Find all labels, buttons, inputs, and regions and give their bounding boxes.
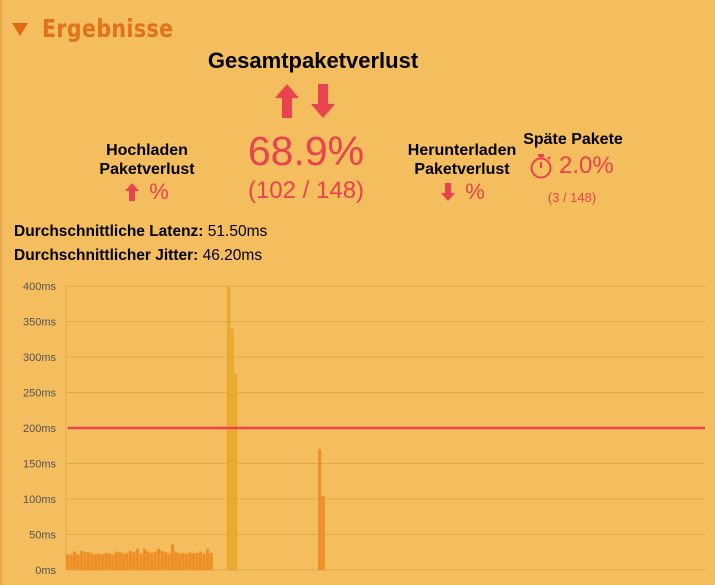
latency-bar: [153, 551, 157, 570]
y-tick-label: 150ms: [23, 459, 57, 471]
latency-bar: [69, 554, 73, 570]
latency-bar: [97, 553, 101, 570]
latency-bar: [101, 554, 105, 570]
total-loss-count: (102 / 148): [247, 177, 365, 204]
download-loss-label: Herunterladen Paketverlust: [407, 142, 517, 178]
latency-bar: [318, 449, 322, 570]
up-down-arrows-icon: [275, 84, 335, 118]
latency-bar: [167, 553, 171, 570]
latency-bar: [139, 553, 143, 570]
upload-loss-value: %: [97, 179, 197, 205]
latency-bar: [76, 554, 80, 570]
latency-bar: [122, 553, 126, 570]
y-tick-label: 250ms: [23, 388, 57, 400]
latency-bar: [143, 548, 147, 570]
latency-bar: [118, 552, 122, 570]
latency-bar: [80, 550, 84, 570]
latency-bar: [321, 496, 325, 570]
average-jitter: Durchschnittlicher Jitter: 46.20ms: [14, 247, 263, 264]
arrow-down-icon: [311, 84, 335, 118]
arrow-up-icon: [275, 84, 299, 118]
stopwatch-icon: [530, 154, 552, 179]
latency-bar: [206, 548, 210, 570]
y-tick-label: 200ms: [23, 423, 57, 435]
latency-bar: [73, 551, 77, 570]
y-tick-label: 50ms: [29, 530, 56, 542]
latency-bar: [83, 552, 87, 570]
late-packets-count: (3 / 148): [547, 190, 597, 205]
total-loss-percent: 68.9%: [247, 128, 365, 174]
latency-bar: [164, 552, 168, 570]
arrow-down-icon: [441, 183, 456, 201]
arrow-up-icon: [125, 183, 140, 201]
y-tick-label: 400ms: [23, 281, 57, 293]
latency-bar: [195, 552, 199, 570]
latency-bar: [125, 552, 129, 570]
upload-loss-label: Hochladen Paketverlust: [99, 142, 195, 178]
latency-bar: [66, 554, 70, 570]
y-tick-label: 0ms: [35, 565, 56, 577]
latency-bar: [157, 548, 161, 570]
latency-bar: [90, 553, 94, 570]
latency-bar: [104, 552, 108, 570]
total-packet-loss-title: Gesamtpaketverlust: [207, 48, 419, 73]
latency-bar: [234, 374, 238, 570]
latency-bar: [209, 552, 213, 570]
y-tick-label: 100ms: [23, 494, 57, 506]
latency-bar: [87, 552, 91, 570]
latency-bar: [150, 552, 154, 570]
y-tick-label: 350ms: [23, 317, 57, 329]
triangle-down-icon: [12, 22, 28, 36]
latency-bar: [136, 548, 140, 570]
average-latency: Durchschnittliche Latenz: 51.50ms: [14, 223, 268, 240]
latency-bar: [160, 550, 164, 570]
latency-bar: [94, 554, 98, 570]
latency-bar: [146, 551, 150, 570]
late-packets-title: Späte Pakete: [523, 131, 623, 148]
results-section-toggle[interactable]: Ergebnisse: [12, 12, 202, 44]
latency-bar: [185, 553, 189, 570]
latency-bar-chart: 0ms 50ms 100ms 150ms 200ms 250ms 300ms 350ms 400…: [23, 281, 705, 577]
latency-bar: [230, 328, 234, 570]
latency-bar: [111, 554, 115, 570]
latency-bar: [188, 552, 192, 570]
latency-bar: [199, 551, 203, 570]
late-packets-value: 2.0%: [529, 152, 629, 180]
latency-bar: [181, 552, 185, 570]
latency-bar: [171, 544, 175, 570]
latency-bar: [174, 552, 178, 570]
latency-bar: [178, 553, 182, 570]
download-loss-value: %: [413, 179, 513, 205]
latency-bar: [108, 553, 112, 570]
latency-bar: [132, 552, 136, 570]
latency-bar: [129, 550, 133, 570]
y-tick-label: 300ms: [23, 352, 57, 364]
latency-bar: [192, 552, 196, 570]
latency-bar: [202, 553, 206, 570]
latency-bar: [115, 551, 119, 570]
section-title: Ergebnisse: [42, 13, 174, 43]
